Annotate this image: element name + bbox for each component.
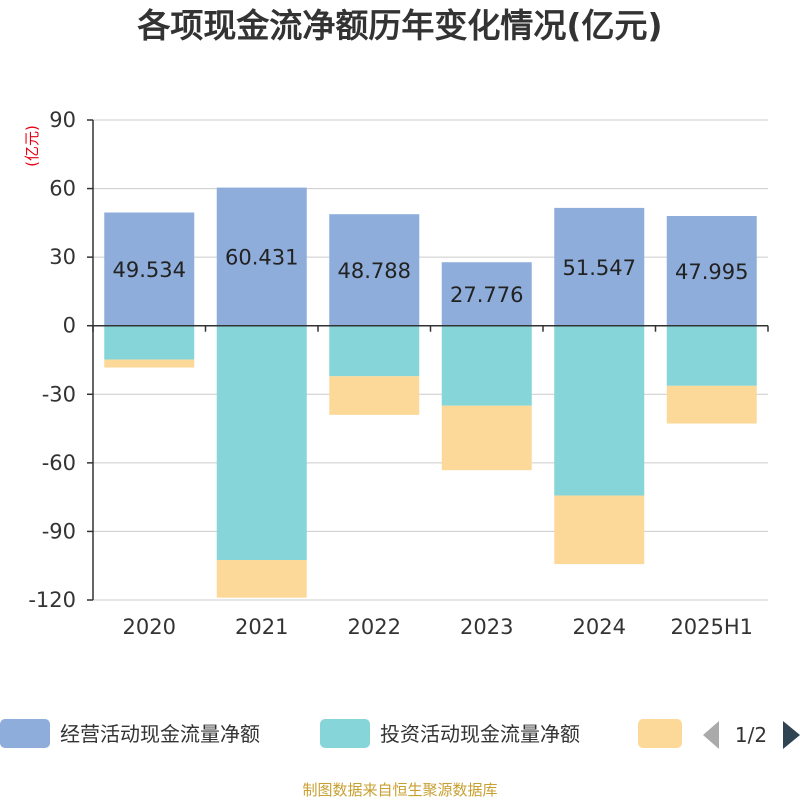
bars (104, 187, 757, 598)
bar-operating-2023[interactable] (441, 262, 532, 326)
legend-item-operating[interactable]: 经营活动现金流量净额 (0, 719, 260, 748)
data-label-2025H1: 47.995 (675, 260, 748, 284)
x-tick-label: 2024 (573, 615, 626, 639)
bar-investing-2022[interactable] (329, 325, 420, 377)
bar-investing-2020[interactable] (104, 325, 195, 360)
source-note: 制图数据来自恒生聚源数据库 (302, 781, 497, 799)
legend-swatch-financing (638, 719, 682, 748)
bar-financing-2021[interactable] (216, 560, 307, 598)
x-tick-label: 2021 (235, 615, 288, 639)
y-tick-label: 30 (49, 245, 76, 269)
data-label-2023: 27.776 (450, 283, 523, 307)
bar-financing-2025H1[interactable] (666, 385, 757, 424)
x-tick-label: 2025H1 (670, 615, 753, 639)
data-label-2020: 49.534 (113, 258, 186, 282)
bar-operating-2025H1[interactable] (666, 216, 757, 326)
y-axis-unit: (亿元) (23, 125, 41, 167)
axes: 90 60 30 0 -30 -60 -90 -120 2020 2021 2022 2023 2024… (28, 108, 769, 639)
legend-label-investing: 投资活动现金流量净额 (380, 722, 580, 746)
bar-operating-2022[interactable] (329, 214, 420, 326)
legend-pager: 1/2 (703, 721, 800, 749)
bar-investing-2023[interactable] (441, 325, 532, 406)
legend-swatch-investing (320, 719, 370, 748)
legend-item-investing[interactable]: 投资活动现金流量净额 (320, 719, 580, 748)
legend: 经营活动现金流量净额 投资活动现金流量净额 1/2 (0, 719, 800, 749)
y-tick-label: -30 (42, 382, 76, 406)
x-tick-label: 2022 (348, 615, 401, 639)
y-tick-label: -120 (28, 588, 76, 612)
y-tick-label: 90 (49, 108, 76, 132)
legend-label-operating: 经营活动现金流量净额 (60, 722, 260, 746)
y-tick-label: -60 (42, 451, 76, 475)
data-label-2021: 60.431 (225, 246, 298, 270)
y-tick-label: 60 (49, 177, 76, 201)
bar-investing-2024[interactable] (554, 325, 645, 496)
x-tick-label: 2020 (123, 615, 176, 639)
legend-next-arrow-icon[interactable] (783, 721, 800, 749)
legend-prev-arrow-icon[interactable] (703, 721, 719, 749)
x-tick-label: 2023 (460, 615, 513, 639)
data-labels: 49.534 60.431 48.788 27.776 51.547 47.995 (113, 246, 749, 307)
y-tick-label: 0 (63, 314, 76, 338)
data-label-2022: 48.788 (338, 259, 411, 283)
bar-operating-2024[interactable] (554, 207, 645, 326)
bar-investing-2021[interactable] (216, 325, 307, 560)
bar-operating-2020[interactable] (104, 212, 195, 326)
legend-item-financing[interactable] (638, 719, 682, 748)
bar-financing-2023[interactable] (441, 405, 532, 471)
data-label-2024: 51.547 (563, 256, 636, 280)
chart-title: 各项现金流净额历年变化情况(亿元) (136, 6, 662, 45)
bar-financing-2020[interactable] (104, 359, 195, 368)
bar-operating-2021[interactable] (216, 187, 307, 326)
bar-financing-2022[interactable] (329, 376, 420, 415)
grid (93, 119, 768, 601)
legend-page-indicator: 1/2 (735, 723, 767, 747)
y-tick-label: -90 (42, 519, 76, 543)
bar-investing-2025H1[interactable] (666, 325, 757, 386)
bar-financing-2024[interactable] (554, 495, 645, 565)
legend-swatch-operating (0, 719, 50, 748)
